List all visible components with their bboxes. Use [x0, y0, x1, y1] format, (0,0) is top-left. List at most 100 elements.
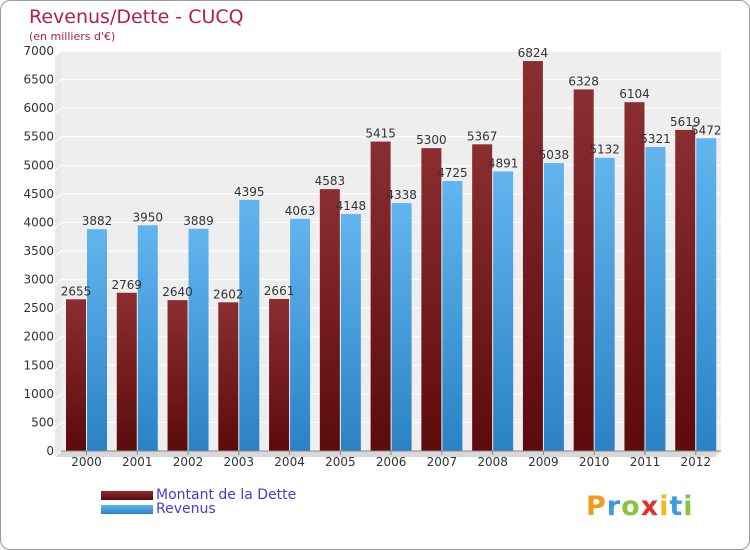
bar-dette [218, 302, 239, 451]
gridline-side [54, 307, 62, 315]
data-label-revenus: 3950 [132, 210, 163, 224]
gridline-side [54, 222, 62, 229]
bar-revenus [543, 163, 564, 451]
y-tick-label: 7000 [23, 44, 54, 58]
data-label-dette: 5300 [416, 133, 447, 147]
bar-revenus [188, 228, 209, 451]
chart-subtitle: (en milliers d'€) [29, 30, 116, 43]
bar-dette [472, 144, 493, 452]
bar-revenus [493, 171, 514, 451]
bar-dette [421, 148, 442, 451]
y-tick-label: 2500 [23, 301, 54, 315]
data-label-revenus: 4338 [386, 188, 417, 202]
data-label-revenus: 5472 [691, 123, 722, 137]
y-tick-label: 4000 [23, 215, 54, 229]
data-label-revenus: 5038 [539, 148, 570, 162]
data-label-dette: 2769 [111, 278, 142, 292]
gridline-side [54, 79, 62, 86]
logo-letter: x [640, 491, 660, 522]
x-tick-label: 2006 [376, 455, 407, 469]
bar-revenus [391, 203, 412, 451]
data-label-revenus: 4891 [488, 157, 519, 171]
x-tick-label: 2003 [224, 455, 255, 469]
logo-letter: o [621, 491, 641, 522]
data-label-dette: 5619 [670, 115, 701, 129]
gridline-side [54, 393, 62, 401]
gridline-side [54, 422, 62, 429]
x-tick-label: 2005 [325, 455, 356, 469]
bar-dette [675, 129, 696, 451]
legend-swatch-dette [101, 490, 153, 500]
logo-letter: i [683, 491, 694, 522]
y-tick-label: 6500 [23, 73, 54, 87]
data-label-dette: 2661 [264, 284, 295, 298]
x-tick-label: 2000 [71, 455, 102, 469]
bar-revenus [239, 199, 260, 451]
bar-dette [573, 89, 594, 452]
gridline-side [54, 279, 62, 286]
gridline-side [54, 250, 62, 258]
bar-dette [116, 292, 137, 451]
data-label-dette: 2640 [162, 285, 193, 299]
logo-letter: i [659, 491, 670, 522]
y-tick-label: 3500 [23, 244, 54, 258]
x-tick-label: 2002 [173, 455, 204, 469]
gridline-side [54, 107, 62, 115]
x-tick-label: 2004 [274, 455, 305, 469]
y-tick-label: 5500 [23, 130, 54, 144]
x-tick-label: 2001 [122, 455, 153, 469]
data-label-dette: 6104 [619, 87, 650, 101]
legend-item-revenus: Revenus [101, 501, 216, 517]
y-tick-label: 1500 [23, 358, 54, 372]
data-label-revenus: 3882 [82, 214, 113, 228]
bar-dette [269, 298, 290, 451]
data-label-revenus: 3889 [183, 214, 214, 228]
gridline-side [54, 450, 62, 458]
x-tick-label: 2007 [427, 455, 458, 469]
y-tick-label: 1000 [23, 387, 54, 401]
y-tick-label: 4500 [23, 187, 54, 201]
logo-letter: P [586, 491, 607, 522]
x-tick-label: 2011 [630, 455, 661, 469]
logo-letter: t [669, 491, 684, 522]
bar-revenus [696, 138, 717, 452]
x-tick-label: 2010 [579, 455, 610, 469]
y-tick-label: 0 [46, 444, 54, 458]
gridline-side [54, 50, 62, 58]
bar-revenus [645, 146, 666, 451]
gridline-side [54, 136, 62, 144]
bar-revenus [290, 218, 311, 451]
data-label-dette: 5367 [467, 129, 498, 143]
x-tick-label: 2008 [477, 455, 508, 469]
data-label-revenus: 5321 [640, 132, 671, 146]
legend-label-dette: Montant de la Dette [156, 487, 297, 503]
x-tick-label: 2012 [680, 455, 711, 469]
bar-revenus [87, 229, 107, 451]
logo-letter: r [606, 491, 622, 522]
gridline-side [54, 364, 62, 372]
y-tick-label: 3000 [23, 273, 54, 287]
data-label-dette: 4583 [315, 174, 346, 188]
bar-dette [167, 300, 188, 451]
bar-revenus [442, 181, 463, 451]
data-label-revenus: 4063 [285, 204, 316, 218]
data-label-dette: 5415 [365, 127, 396, 141]
gridline-side [54, 336, 62, 344]
plot-floor [55, 451, 721, 457]
x-tick-label: 2009 [528, 455, 559, 469]
data-label-revenus: 4395 [234, 185, 265, 199]
y-tick-label: 5000 [23, 158, 54, 172]
gridline-side [54, 164, 62, 172]
data-label-revenus: 4148 [336, 199, 367, 213]
bar-dette [370, 141, 391, 452]
bar-dette [522, 61, 543, 452]
y-tick-label: 2000 [23, 330, 54, 344]
data-label-dette: 6824 [518, 46, 549, 60]
data-label-dette: 6328 [568, 74, 599, 88]
proxiti-logo: Proxiti [586, 491, 694, 522]
y-tick-label: 6000 [23, 101, 54, 115]
data-label-revenus: 4725 [437, 166, 468, 180]
chart-title: Revenus/Dette - CUCQ [29, 6, 244, 28]
